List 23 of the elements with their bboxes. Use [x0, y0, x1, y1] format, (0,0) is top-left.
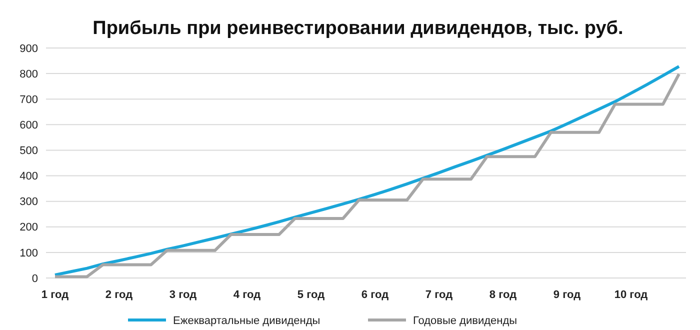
x-tick-label: 1 год: [41, 289, 69, 301]
y-tick-label: 300: [20, 196, 38, 208]
y-tick-label: 900: [20, 42, 38, 55]
y-tick-label: 500: [20, 145, 38, 158]
y-tick-label: 100: [20, 247, 38, 260]
y-tick-label: 200: [20, 222, 38, 234]
y-tick-label: 400: [20, 170, 38, 183]
x-tick-label: 5 год: [297, 289, 325, 301]
legend-label: Ежеквартальные дивиденды: [173, 314, 320, 327]
x-tick-label: 9 год: [553, 289, 581, 301]
chart-title: Прибыль при реинвестировании дивидендов, тыс. руб.: [92, 18, 624, 39]
x-tick-label: 3 год: [169, 289, 197, 301]
x-tick-label: 10 год: [614, 289, 648, 301]
y-tick-label: 600: [20, 120, 38, 132]
y-tick-label: 700: [20, 94, 38, 106]
y-tick-label: 0: [32, 272, 38, 285]
x-tick-label: 4 год: [233, 289, 261, 301]
x-tick-label: 6 год: [361, 289, 389, 301]
x-tick-label: 8 год: [489, 289, 517, 301]
x-tick-label: 2 год: [105, 289, 133, 301]
y-tick-label: 800: [20, 68, 38, 80]
legend-label: Годовые дивиденды: [413, 314, 518, 327]
x-tick-label: 7 год: [425, 289, 453, 301]
